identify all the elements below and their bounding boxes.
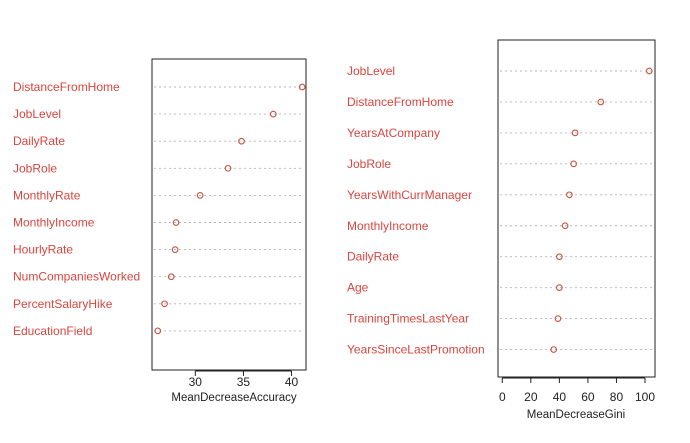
data-point: [224, 164, 232, 172]
data-point: [554, 315, 562, 322]
x-tick-label: 0: [499, 390, 506, 404]
category-label: EducationField: [13, 324, 92, 338]
data-point: [171, 246, 179, 253]
x-tick-label: 80: [610, 390, 624, 404]
category-label: Age: [347, 281, 369, 295]
data-point: [161, 300, 168, 308]
category-label: JobRole: [347, 157, 391, 171]
data-point: [154, 327, 162, 335]
mean-decrease-accuracy-panel: DistanceFromHome JobLevel DailyRate JobRole…: [13, 58, 307, 404]
data-point: [196, 192, 204, 199]
data-point: [172, 219, 180, 226]
x-tick-label: 40: [285, 375, 299, 389]
data-point: [556, 253, 563, 261]
category-label: MonthlyIncome: [13, 216, 95, 230]
data-point: [571, 129, 579, 137]
plot-frame: [497, 39, 656, 378]
data-point: [556, 284, 563, 292]
data-point: [269, 110, 277, 118]
data-point: [561, 222, 569, 230]
category-label: JobLevel: [347, 64, 395, 78]
data-point: [597, 98, 605, 106]
data-point: [298, 83, 306, 91]
x-tick-label: 40: [553, 390, 567, 404]
category-label: MonthlyIncome: [347, 219, 429, 233]
x-tick-label: 20: [524, 390, 538, 404]
data-point: [570, 160, 577, 168]
category-label: YearsWithCurrManager: [347, 188, 472, 202]
category-label: YearsSinceLastPromotion: [347, 343, 485, 357]
x-axis-label: MeanDecreaseAccuracy: [171, 392, 297, 404]
category-label: DailyRate: [347, 250, 399, 264]
x-axis-label: MeanDecreaseGini: [527, 409, 625, 421]
data-point: [167, 273, 175, 281]
x-tick-label: 100: [635, 390, 655, 404]
category-label: MonthlyRate: [13, 188, 81, 202]
category-label: YearsAtCompany: [347, 126, 440, 140]
data-point: [645, 67, 653, 75]
data-point: [566, 191, 573, 199]
category-label: HourlyRate: [13, 243, 73, 257]
x-tick-label: 35: [237, 375, 251, 389]
category-label: DistanceFromHome: [13, 80, 120, 94]
category-label: DistanceFromHome: [347, 95, 454, 109]
category-label: JobLevel: [13, 107, 61, 121]
x-tick-label: 30: [189, 375, 203, 389]
data-point: [238, 137, 245, 145]
plot-frame: [151, 58, 307, 371]
mean-decrease-gini-panel: JobLevel DistanceFromHome YearsAtCompany Jo…: [347, 39, 656, 421]
category-label: DailyRate: [13, 134, 65, 148]
data-point: [550, 346, 558, 353]
x-tick-label: 60: [581, 390, 595, 404]
category-label: PercentSalaryHike: [13, 297, 113, 311]
category-label: TrainingTimesLastYear: [347, 312, 469, 326]
category-label: JobRole: [13, 161, 57, 175]
category-label: NumCompaniesWorked: [13, 270, 140, 284]
